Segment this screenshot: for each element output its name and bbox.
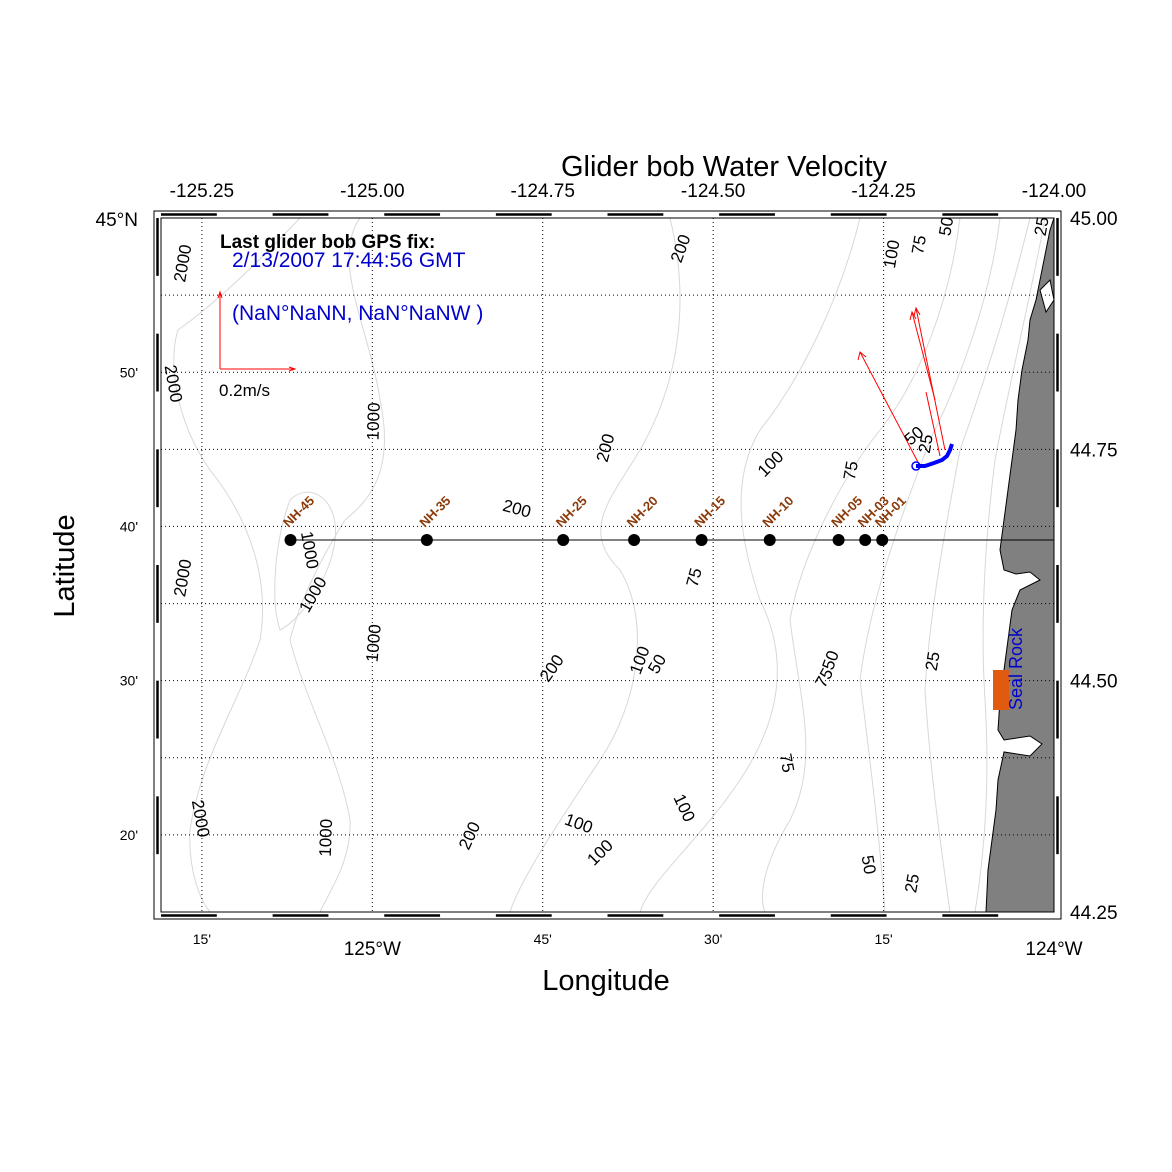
velocity-vector-head: [857, 351, 867, 361]
bottom-tick-label: 30': [704, 931, 722, 947]
contour-label: 100: [880, 238, 904, 269]
contour-label: 2000: [188, 798, 213, 839]
contour-label: 1000: [297, 530, 322, 571]
top-tick-label: -124.75: [511, 181, 575, 202]
scale-vector-north-head: [217, 290, 223, 299]
bottom-tick-label: 15': [193, 931, 211, 947]
glider-track: [911, 443, 954, 471]
contour-label: 2000: [170, 558, 195, 599]
contour-label: 75: [683, 566, 706, 589]
contour-label: 50: [935, 215, 957, 237]
top-tick-label: -125.00: [340, 181, 404, 202]
contour-label: 100: [562, 810, 595, 838]
legend: Last glider bob GPS fix: 2/13/2007 17:44…: [217, 232, 483, 400]
stations-layer: NH-45 NH-35 NH-25 NH-20 NH-15 NH-10 NH-05NH-03…: [280, 493, 909, 547]
right-tick-label: 44.25: [1070, 903, 1118, 924]
velocity-vector: [911, 311, 936, 401]
seal-rock-label: Seal Rock: [1006, 627, 1026, 710]
contour-label: 200: [536, 651, 568, 685]
contour-label: 100: [754, 447, 787, 480]
contour-label: 200: [593, 432, 619, 464]
contour-label: 75: [908, 234, 930, 256]
velocity-vector-head: [913, 306, 921, 317]
contour-label: 75: [840, 460, 862, 482]
glider-track-line: [916, 443, 954, 468]
legend-datetime: 2/13/2007 17:44:56 GMT: [232, 249, 466, 272]
right-tick-label: 44.50: [1070, 672, 1118, 693]
contour-label: 25: [915, 433, 937, 455]
scale-vector-east-head: [288, 366, 297, 372]
contour-label: 200: [667, 232, 695, 265]
station-marker: [557, 534, 570, 547]
station-marker: [420, 534, 433, 547]
contour-label: 2000: [161, 363, 186, 404]
contour-label: 2000: [170, 243, 195, 284]
contour-label: 100: [669, 791, 698, 825]
left-tick-label: 20': [120, 827, 138, 843]
gridlines: [161, 218, 1054, 912]
contour-label: 1000: [363, 402, 383, 440]
top-tick-label: -124.25: [851, 181, 915, 202]
station-marker: [763, 534, 776, 547]
station-marker: [628, 534, 641, 547]
seal-rock-marker: [993, 670, 1009, 710]
contour-label: 75: [776, 752, 798, 774]
station-marker: [859, 534, 872, 547]
right-tick-label: 44.75: [1070, 440, 1118, 461]
top-tick-label: -124.50: [681, 181, 745, 202]
station-label: NH-35: [416, 493, 453, 530]
contour-label: 200: [455, 819, 484, 853]
contour-label: 50: [858, 854, 880, 876]
legend-position: (NaN°NaNN, NaN°NaNW ): [232, 302, 483, 325]
contour-label: 1000: [316, 819, 336, 857]
glider-last-fix-marker: [911, 461, 921, 471]
station-label: NH-10: [759, 493, 796, 530]
contour-label: 1000: [295, 574, 330, 616]
station-label: NH-25: [553, 493, 590, 530]
bay-shape: [1039, 278, 1054, 314]
legend-heading: Last glider bob GPS fix:: [220, 232, 435, 253]
contour-label: 25: [922, 650, 944, 672]
land-mass: [985, 218, 1054, 912]
left-tick-label: 40': [120, 518, 138, 534]
station-label: NH-20: [624, 493, 661, 530]
velocity-vector-head: [909, 310, 917, 321]
left-tick-label: 30': [120, 673, 138, 689]
contour-label: 25: [901, 872, 923, 894]
top-tick-label: -125.25: [170, 181, 234, 202]
map-title: Glider bob Water Velocity: [561, 151, 888, 183]
bathymetry-contours: [173, 218, 1046, 912]
velocity-vector: [915, 307, 946, 451]
tick-labels: -125.25 -125.00 -124.75 -124.50 -124.25 -124.…: [96, 181, 1118, 960]
station-marker: [832, 534, 845, 547]
velocity-vectors: [857, 306, 946, 467]
contour-label: 25: [1031, 215, 1053, 237]
station-marker: [284, 534, 297, 547]
top-tick-label: -124.00: [1022, 181, 1086, 202]
x-axis-label: Longitude: [542, 965, 669, 997]
scale-label: 0.2m/s: [219, 381, 270, 400]
station-marker: [695, 534, 708, 547]
contour-label: 1000: [363, 624, 385, 663]
velocity-vector: [859, 351, 921, 467]
station-label: NH-15: [691, 493, 728, 530]
seal-rock-shape: [993, 670, 1009, 710]
station-marker: [876, 534, 889, 547]
contour-label: 200: [501, 496, 533, 522]
bottom-tick-label: 125°W: [344, 939, 401, 960]
y-axis-label: Latitude: [49, 514, 81, 617]
right-tick-label: 45.00: [1070, 209, 1118, 230]
velocity-vector: [925, 391, 941, 457]
bottom-tick-label: 15': [874, 931, 892, 947]
bottom-tick-label: 124°W: [1025, 939, 1082, 960]
left-tick-label: 50': [120, 364, 138, 380]
bottom-tick-label: 45': [534, 931, 552, 947]
left-tick-label: 45°N: [96, 210, 138, 231]
contour-label: 100: [583, 836, 616, 869]
map-frame: [153, 210, 1062, 920]
